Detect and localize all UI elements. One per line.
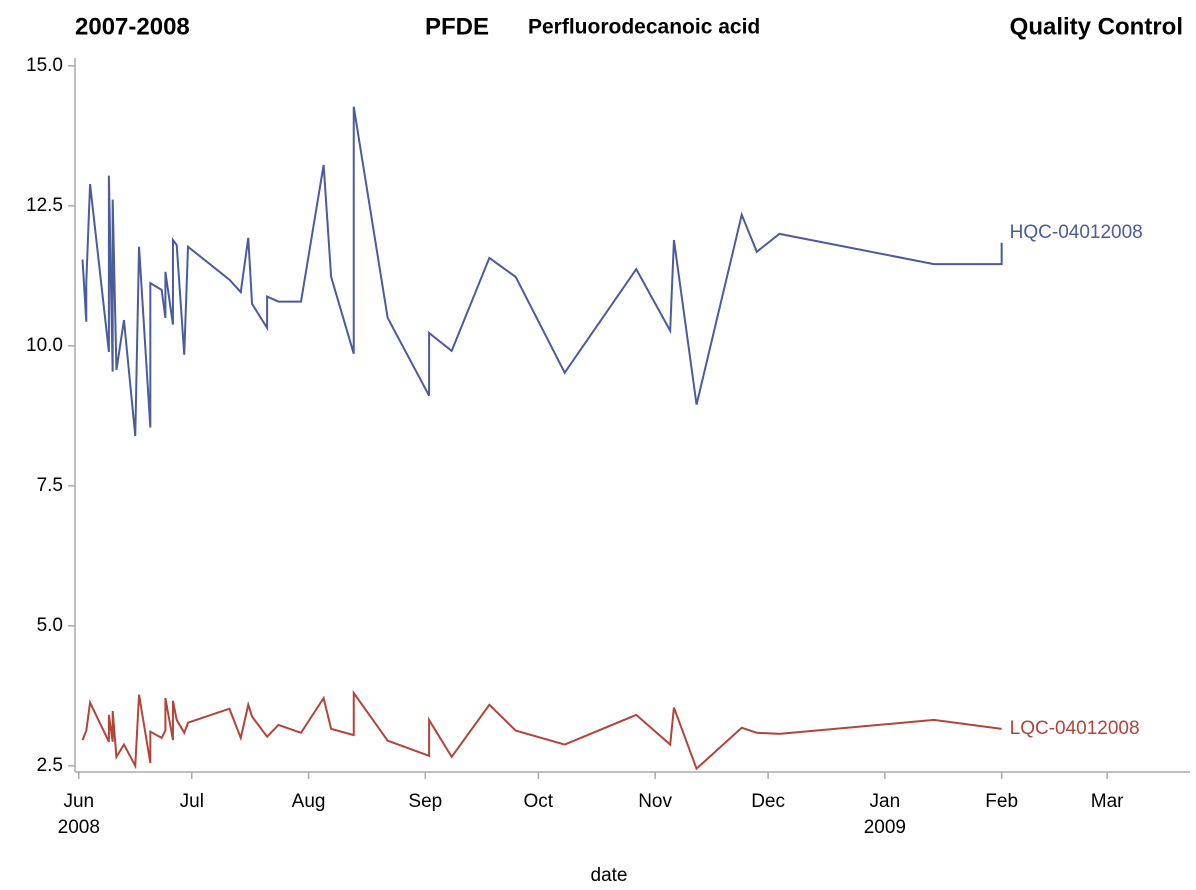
panel-label: Quality Control xyxy=(1010,13,1183,40)
x-tick-label: Feb xyxy=(985,791,1018,812)
x-tick-label: Mar xyxy=(1091,791,1124,812)
series-line xyxy=(81,689,1002,771)
y-tick-label: 10.0 xyxy=(26,335,63,356)
y-tick-label: 2.5 xyxy=(37,755,63,776)
y-tick-label: 5.0 xyxy=(37,615,63,636)
y-tick-label: 15.0 xyxy=(26,55,63,76)
x-tick-label: Jan xyxy=(870,791,901,812)
x-axis-label: date xyxy=(591,865,628,886)
x-tick-label: Dec xyxy=(751,791,785,812)
series-line xyxy=(81,106,1003,437)
x-tick-label: Oct xyxy=(524,791,554,812)
y-tick-label: 7.5 xyxy=(37,475,63,496)
y-tick-label: 12.5 xyxy=(26,195,63,216)
chart-title: 2007-2008 xyxy=(75,13,190,40)
chart-subtitle: PFDE xyxy=(425,13,489,40)
compound-name: Perfluorodecanoic acid xyxy=(528,16,760,39)
x-tick-label: Aug xyxy=(292,791,326,812)
x-tick-label: Jun xyxy=(63,791,94,812)
x-tick-label: Sep xyxy=(408,791,442,812)
x-tick-year: 2009 xyxy=(864,817,906,838)
series-label: HQC-04012008 xyxy=(1010,222,1143,243)
series-label: LQC-04012008 xyxy=(1010,718,1140,739)
x-tick-label: Nov xyxy=(638,791,672,812)
x-tick-label: Jul xyxy=(180,791,204,812)
x-tick-year: 2008 xyxy=(58,817,100,838)
